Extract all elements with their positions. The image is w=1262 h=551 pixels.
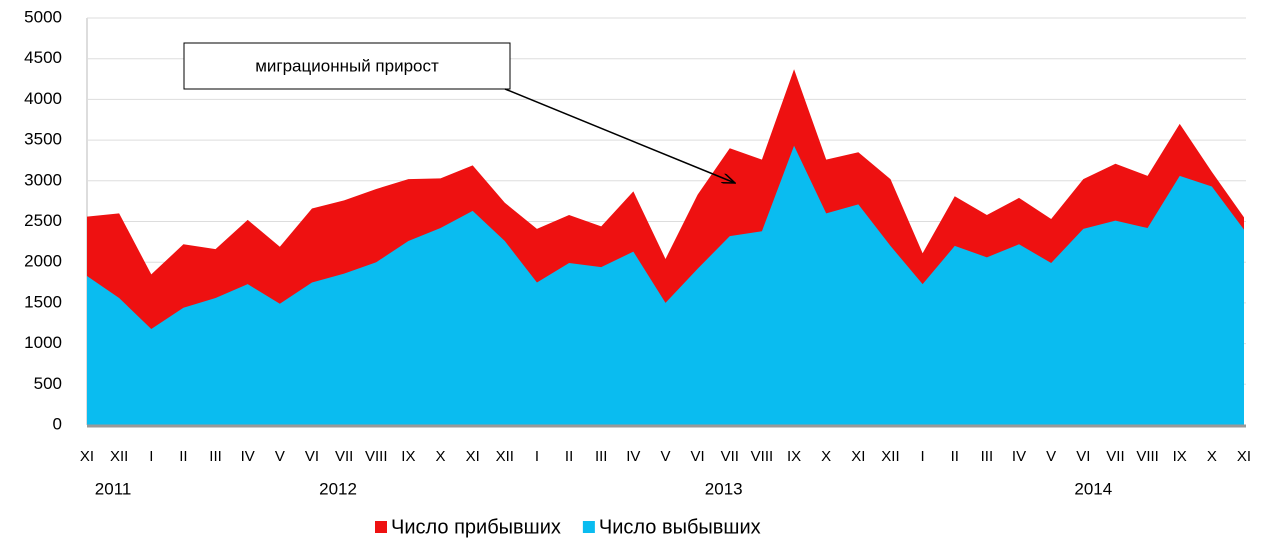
x-tick-label: VII	[721, 448, 739, 465]
x-tick-label: IX	[787, 448, 801, 465]
y-tick-label: 3500	[24, 130, 62, 149]
x-tick-label: VIII	[1136, 448, 1159, 465]
x-tick-label: I	[921, 448, 925, 465]
y-tick-label: 3000	[24, 170, 62, 189]
legend-label: Число прибывших	[391, 516, 561, 538]
y-tick-label: 2000	[24, 252, 62, 271]
x-tick-label: III	[981, 448, 994, 465]
x-tick-label: V	[275, 448, 285, 465]
legend-label: Число выбывших	[599, 516, 761, 538]
x-tick-label: VI	[1076, 448, 1090, 465]
x-tick-label: IX	[1173, 448, 1187, 465]
x-tick-label: VII	[335, 448, 353, 465]
x-tick-label: XII	[110, 448, 128, 465]
x-tick-label: XI	[466, 448, 480, 465]
x-tick-label: I	[149, 448, 153, 465]
x-tick-label: VI	[305, 448, 319, 465]
x-tick-label: II	[179, 448, 187, 465]
x-tick-label: II	[565, 448, 573, 465]
x-tick-label: V	[1046, 448, 1056, 465]
y-tick-label: 500	[34, 374, 62, 393]
x-tick-label: XII	[881, 448, 899, 465]
y-tick-label: 1500	[24, 292, 62, 311]
x-tick-label: IV	[626, 448, 640, 465]
y-tick-label: 2500	[24, 211, 62, 230]
y-tick-label: 4000	[24, 89, 62, 108]
x-tick-label: X	[821, 448, 831, 465]
annotation-box	[183, 42, 511, 90]
x-group-label: 2012	[319, 479, 357, 498]
x-group-label: 2013	[705, 479, 743, 498]
x-tick-label: X	[436, 448, 446, 465]
x-tick-label: I	[535, 448, 539, 465]
area	[87, 145, 1244, 425]
x-tick-label: XI	[1237, 448, 1251, 465]
annotation-arrow	[504, 88, 735, 183]
y-tick-label: 4500	[24, 48, 62, 67]
x-tick-label: IV	[241, 448, 255, 465]
x-tick-label: VIII	[751, 448, 774, 465]
x-tick-label: V	[660, 448, 670, 465]
x-tick-label: X	[1207, 448, 1217, 465]
y-tick-label: 1000	[24, 333, 62, 352]
x-tick-label: VI	[691, 448, 705, 465]
x-tick-label: III	[595, 448, 608, 465]
y-tick-label: 0	[53, 414, 62, 433]
x-tick-label: IV	[1012, 448, 1026, 465]
legend-swatch	[582, 521, 595, 533]
x-tick-label: VII	[1106, 448, 1124, 465]
legend-swatch	[375, 521, 387, 533]
x-group-label: 2014	[1074, 479, 1112, 498]
x-tick-label: XI	[80, 448, 94, 465]
x-group-label: 2011	[95, 479, 132, 498]
x-tick-label: III	[209, 448, 222, 465]
x-tick-label: XI	[851, 448, 865, 465]
x-tick-label: VIII	[365, 448, 388, 465]
x-tick-label: II	[951, 448, 959, 465]
x-tick-label: IX	[401, 448, 415, 465]
x-tick-label: XII	[496, 448, 514, 465]
y-tick-label: 5000	[24, 7, 62, 26]
annotation: миграционный прирост	[255, 56, 439, 75]
